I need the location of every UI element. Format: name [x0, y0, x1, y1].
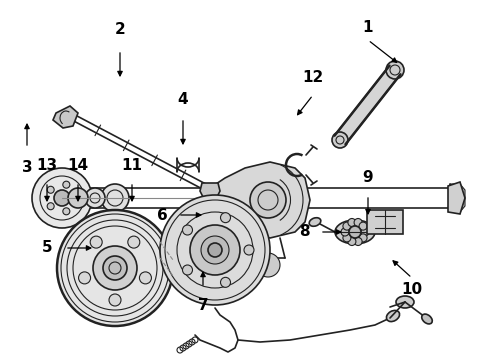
Circle shape [332, 132, 348, 148]
Text: 1: 1 [363, 21, 373, 36]
Circle shape [359, 234, 367, 242]
Circle shape [140, 272, 151, 284]
Circle shape [128, 236, 140, 248]
Text: 3: 3 [22, 161, 32, 175]
Circle shape [208, 243, 222, 257]
Circle shape [160, 195, 270, 305]
Circle shape [182, 265, 193, 275]
Circle shape [359, 222, 367, 230]
Circle shape [256, 253, 280, 277]
Circle shape [47, 203, 54, 210]
Circle shape [354, 238, 362, 246]
Polygon shape [448, 182, 465, 214]
Circle shape [386, 61, 404, 79]
Circle shape [244, 245, 254, 255]
Circle shape [349, 226, 361, 238]
Polygon shape [210, 162, 310, 238]
Circle shape [32, 168, 92, 228]
Circle shape [103, 256, 127, 280]
Circle shape [85, 188, 105, 208]
Circle shape [68, 188, 88, 208]
Ellipse shape [422, 314, 432, 324]
Text: 10: 10 [401, 283, 422, 297]
Circle shape [109, 294, 121, 306]
Polygon shape [450, 184, 465, 212]
Circle shape [201, 236, 229, 264]
Circle shape [354, 219, 362, 226]
Ellipse shape [335, 220, 375, 244]
Circle shape [341, 228, 349, 236]
Text: 8: 8 [299, 225, 309, 239]
Text: 12: 12 [302, 71, 323, 85]
Circle shape [343, 234, 351, 242]
Circle shape [93, 246, 137, 290]
Circle shape [343, 222, 351, 230]
Polygon shape [335, 66, 400, 144]
Circle shape [220, 213, 230, 223]
Ellipse shape [309, 218, 321, 226]
Circle shape [78, 272, 91, 284]
Circle shape [348, 219, 356, 226]
Circle shape [182, 225, 193, 235]
Text: 2: 2 [115, 22, 125, 37]
Circle shape [90, 236, 102, 248]
Circle shape [54, 190, 70, 206]
Text: 14: 14 [68, 158, 89, 172]
Polygon shape [200, 183, 220, 201]
Text: 5: 5 [42, 240, 52, 256]
Circle shape [63, 181, 70, 188]
Circle shape [348, 238, 356, 246]
Polygon shape [53, 106, 78, 128]
Circle shape [101, 184, 129, 212]
Text: 6: 6 [157, 207, 168, 222]
Circle shape [190, 225, 240, 275]
Circle shape [250, 182, 286, 218]
Text: 4: 4 [178, 93, 188, 108]
Circle shape [220, 277, 230, 287]
Circle shape [47, 186, 54, 193]
Circle shape [73, 194, 79, 202]
Circle shape [63, 208, 70, 215]
Circle shape [57, 210, 173, 326]
Circle shape [361, 228, 369, 236]
Polygon shape [367, 210, 403, 234]
Text: 7: 7 [197, 297, 208, 312]
Ellipse shape [396, 296, 414, 308]
Text: 13: 13 [36, 158, 57, 172]
Ellipse shape [387, 310, 399, 321]
Text: 11: 11 [122, 158, 143, 172]
Text: 9: 9 [363, 171, 373, 185]
